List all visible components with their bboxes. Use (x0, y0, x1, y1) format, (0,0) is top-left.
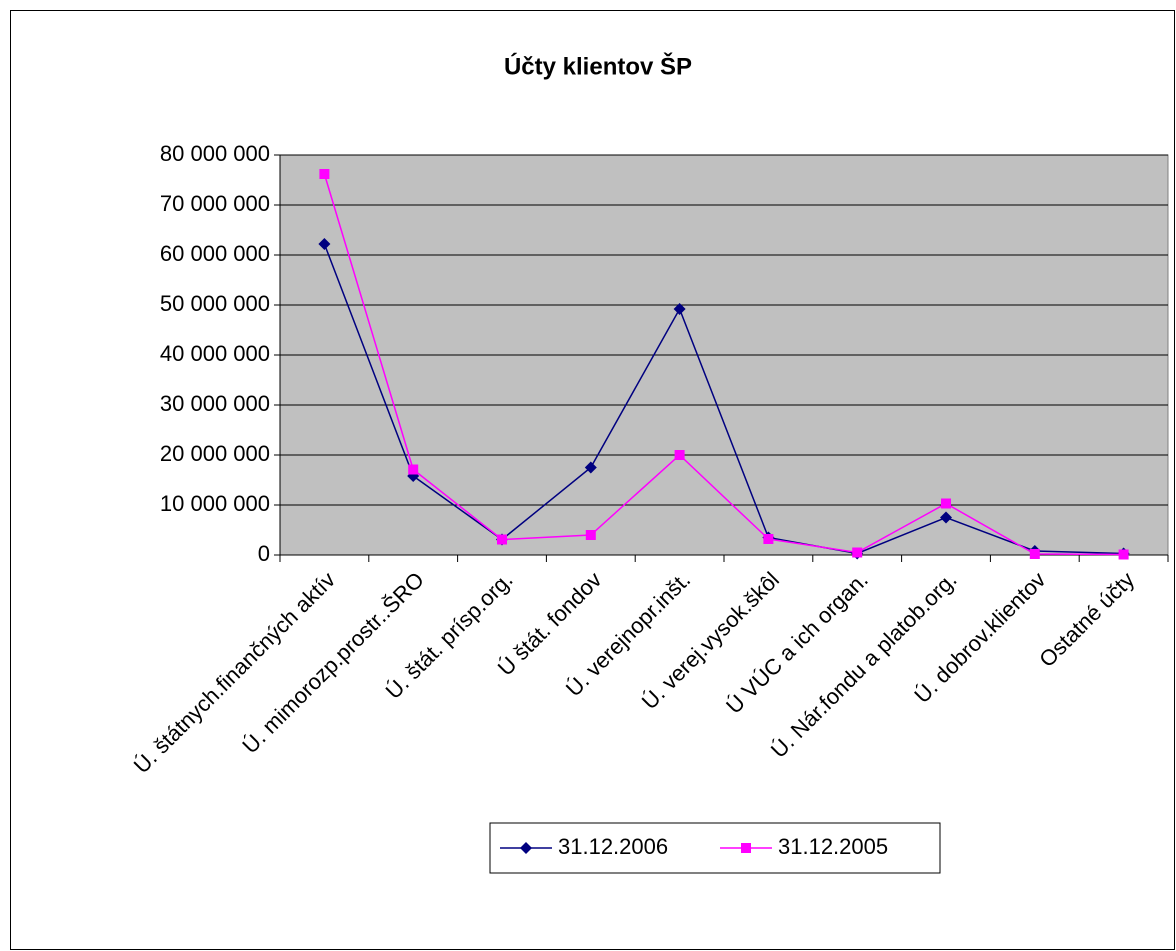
data-point (584, 461, 597, 474)
chart-title: Účty klientov ŠP (504, 52, 692, 80)
data-point (319, 169, 330, 179)
y-tick-label: 20 000 000 (160, 441, 270, 466)
y-tick-label: 80 000 000 (160, 141, 270, 166)
data-point (520, 842, 532, 854)
y-tick-label: 0 (258, 541, 270, 566)
y-tick-label: 50 000 000 (160, 291, 270, 316)
data-point (1118, 549, 1129, 560)
legend-box (489, 822, 941, 874)
legend-label: 31.12.2006 (558, 834, 668, 859)
series-line (323, 243, 1124, 555)
data-point (673, 303, 686, 315)
legend-label: 31.12.2005 (778, 834, 888, 859)
data-point (763, 534, 774, 544)
y-tick-label: 30 000 000 (160, 391, 270, 416)
data-point (497, 534, 507, 545)
data-point (674, 450, 685, 460)
data-point (408, 464, 419, 475)
data-point (1029, 549, 1040, 559)
series-line (323, 173, 1124, 556)
data-point (585, 530, 596, 540)
legend: 31.12.2006 31.12.2005 (489, 822, 941, 874)
data-point (852, 547, 863, 558)
data-point (318, 238, 331, 250)
y-tick-label: 60 000 000 (160, 241, 270, 266)
y-tick-label: 40 000 000 (160, 341, 270, 366)
data-point (741, 843, 751, 853)
y-tick-label: 70 000 000 (160, 191, 270, 216)
data-point (941, 498, 951, 509)
y-tick-label: 10 000 000 (160, 491, 270, 516)
data-point (940, 511, 952, 524)
